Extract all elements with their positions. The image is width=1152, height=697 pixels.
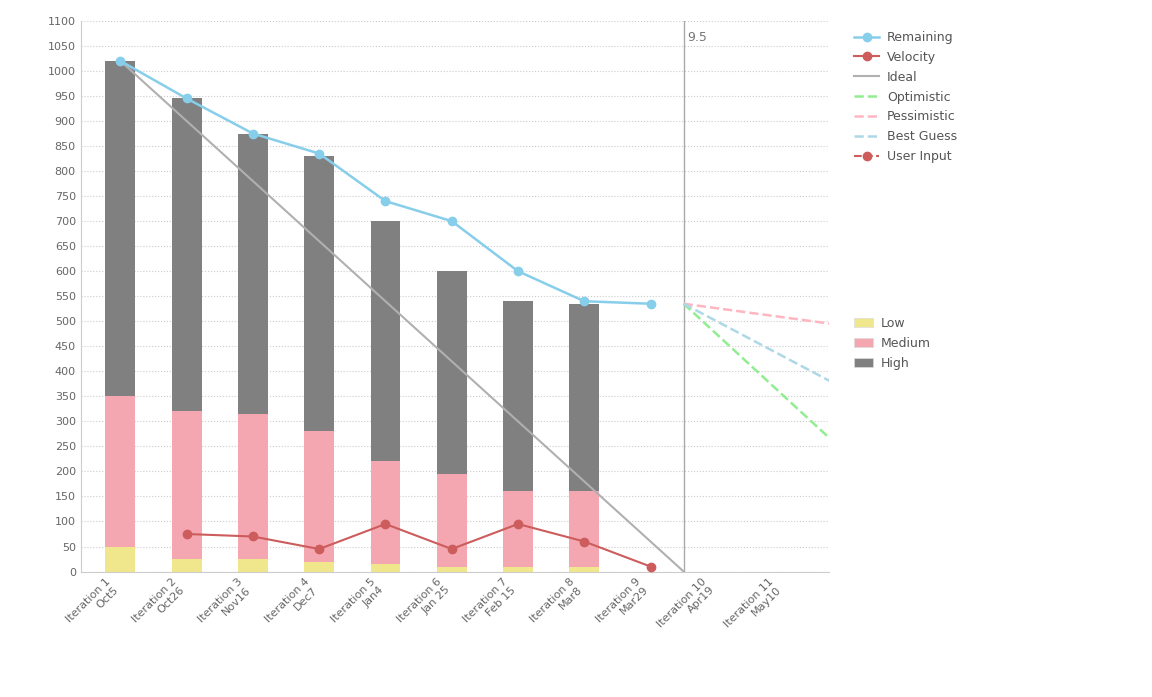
Bar	[503, 491, 533, 567]
Bar	[172, 559, 202, 572]
Bar	[172, 98, 202, 411]
Bar	[503, 301, 533, 491]
Text: 9.5: 9.5	[687, 31, 707, 44]
Bar	[238, 134, 267, 414]
Bar	[437, 567, 467, 572]
Bar	[503, 567, 533, 572]
Bar	[106, 61, 135, 397]
Bar	[304, 562, 334, 572]
Bar	[172, 411, 202, 559]
Bar	[371, 564, 401, 572]
Bar	[437, 271, 467, 474]
Bar	[569, 304, 599, 491]
Bar	[238, 559, 267, 572]
Bar	[304, 431, 334, 562]
Bar	[106, 546, 135, 572]
Bar	[238, 414, 267, 559]
Bar	[371, 461, 401, 564]
Bar	[371, 221, 401, 461]
Bar	[437, 474, 467, 567]
Bar	[304, 156, 334, 431]
Bar	[106, 397, 135, 546]
Bar	[569, 567, 599, 572]
Bar	[569, 491, 599, 567]
Legend: Low, Medium, High: Low, Medium, High	[850, 314, 934, 374]
